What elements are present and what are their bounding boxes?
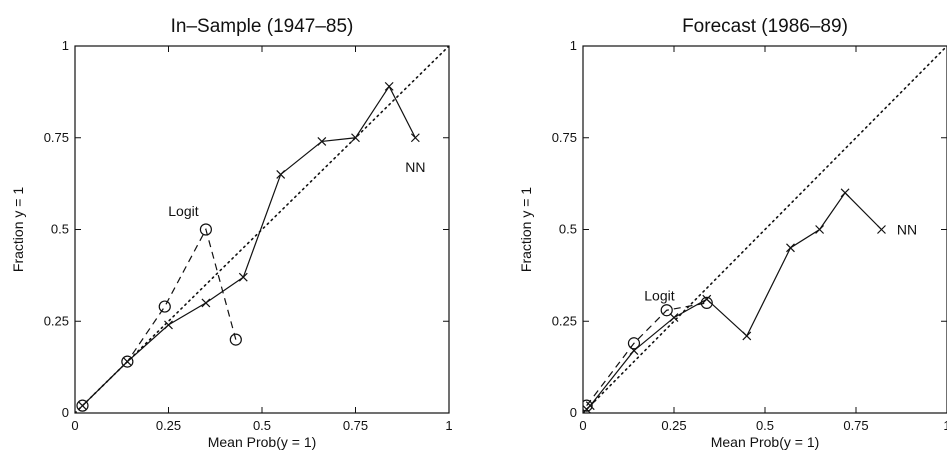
plot-area — [583, 46, 947, 413]
y-tick-label: 0.75 — [44, 130, 69, 145]
y-tick-label: 0.5 — [51, 222, 69, 237]
annotation-logit: Logit — [644, 288, 674, 304]
series-nn-marker — [742, 331, 752, 341]
series-logit-marker — [700, 296, 713, 309]
series-logit-marker — [627, 337, 641, 350]
series-nn-line — [82, 85, 416, 407]
series-logit-marker — [583, 399, 593, 412]
annotation-nn: NN — [897, 222, 917, 238]
series-nn-marker — [669, 313, 679, 323]
x-axis-label: Mean Prob(y = 1) — [208, 434, 317, 450]
series-nn-marker — [384, 81, 394, 91]
series-nn-marker — [238, 272, 248, 282]
chart-panel-1: In–Sample (1947–85) 0 0.25 0.5 0.75 1 0 0.25 0.5… — [10, 16, 453, 450]
y-tick-label: 0 — [62, 405, 69, 420]
series-nn-marker — [840, 188, 850, 198]
series-logit-line — [586, 302, 707, 407]
series-nn-marker — [317, 136, 327, 146]
annotation-nn: NN — [405, 159, 425, 175]
y-tick-label: 1 — [62, 38, 69, 53]
x-tick-label: 0.5 — [253, 418, 271, 433]
y-axis-label: Fraction y = 1 — [518, 187, 534, 272]
series-nn-marker — [702, 294, 712, 304]
y-tick-label: 0 — [570, 405, 577, 420]
x-axis-label: Mean Prob(y = 1) — [711, 434, 820, 450]
chart-title: Forecast (1986–89) — [682, 16, 848, 37]
x-tick-label: 1 — [943, 418, 947, 433]
chart-panel-2: Forecast (1986–89) 0 0.25 0.5 0.75 1 0 0.25 0.5 0… — [518, 16, 947, 450]
series-logit-marker — [229, 333, 242, 346]
series-nn-marker — [351, 133, 360, 143]
series-nn-marker — [164, 320, 173, 330]
series-nn-marker — [786, 243, 795, 253]
y-tick-label: 1 — [570, 38, 577, 53]
series-logit-marker — [76, 399, 89, 412]
x-tick-label: 0 — [579, 418, 586, 433]
x-tick-label: 0.25 — [661, 418, 686, 433]
x-tick-label: 0.5 — [756, 418, 774, 433]
diagonal-reference-line — [583, 46, 947, 413]
annotation-logit: Logit — [168, 203, 198, 219]
y-tick-label: 0.5 — [559, 222, 577, 237]
series-nn-line — [586, 191, 882, 410]
chart-title: In–Sample (1947–85) — [171, 16, 354, 37]
series-nn-marker — [410, 133, 420, 143]
series-logit-marker — [121, 355, 134, 368]
x-tick-label: 0.75 — [843, 418, 868, 433]
series-nn-marker — [276, 170, 286, 179]
x-tick-label: 0 — [71, 418, 78, 433]
y-tick-label: 0.25 — [552, 313, 577, 328]
series-nn-marker — [201, 298, 211, 308]
series-nn-marker — [815, 225, 825, 234]
series-nn-marker — [585, 401, 595, 411]
series-logit-marker — [199, 223, 212, 236]
series-logit-marker — [660, 304, 673, 317]
series-logit-marker — [158, 300, 171, 313]
y-axis-label: Fraction y = 1 — [10, 187, 26, 272]
y-tick-label: 0.25 — [44, 313, 69, 328]
y-tick-label: 0.75 — [552, 130, 577, 145]
x-tick-label: 0.25 — [156, 418, 181, 433]
x-tick-label: 1 — [445, 418, 452, 433]
series-logit-line — [82, 227, 237, 407]
series-nn-marker — [877, 225, 886, 234]
diagonal-reference-line — [75, 46, 449, 413]
x-tick-label: 0.75 — [343, 418, 368, 433]
plot-area — [75, 46, 449, 413]
